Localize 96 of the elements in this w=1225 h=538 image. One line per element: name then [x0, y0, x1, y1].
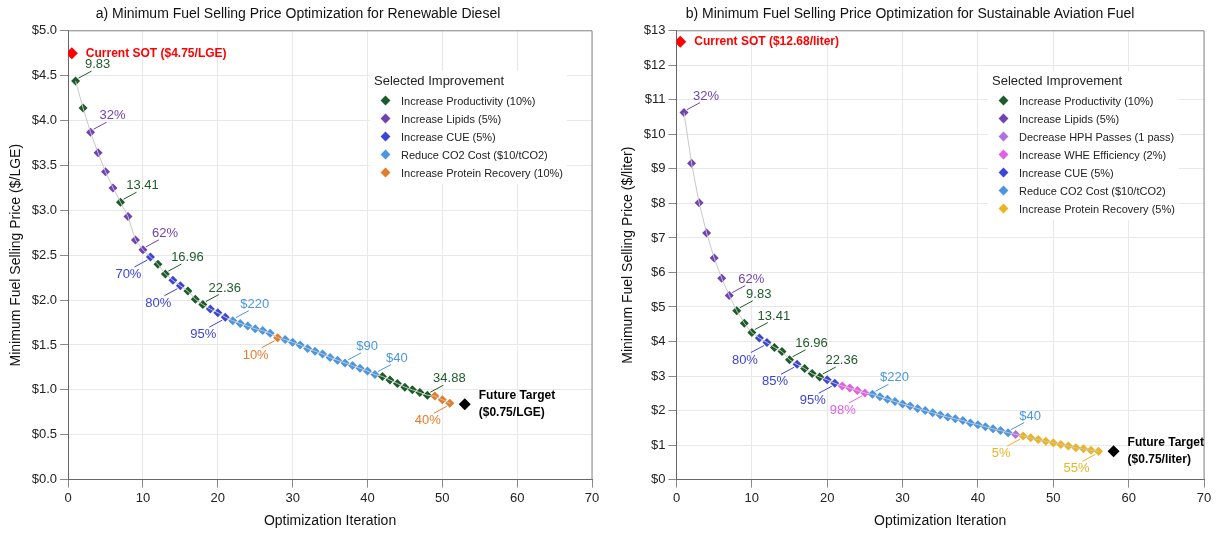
annotation: 85%	[762, 373, 789, 389]
annotation: Future Target ($0.75/liter)	[1127, 435, 1205, 467]
annotation: 40%	[414, 412, 442, 428]
annotation: 32%	[693, 87, 720, 103]
legend-label: Increase Productivity (10%)	[1019, 94, 1154, 107]
annotation: 70%	[115, 266, 142, 282]
y-tick-label: $2.5	[31, 246, 58, 262]
x-tick-label: 0	[672, 489, 681, 505]
y-tick-label: $4.5	[31, 67, 58, 83]
x-tick-label: 30	[285, 489, 300, 505]
y-tick-label: $0.5	[31, 426, 58, 442]
y-tick-label: $2.0	[31, 291, 58, 307]
legend-label: Increase Protein Recovery (5%)	[1019, 202, 1175, 215]
legend-label: Increase Protein Recovery (10%)	[401, 166, 564, 179]
legend-label: Increase Lipids (5%)	[1019, 112, 1120, 125]
y-tick-label: $12	[643, 56, 666, 72]
y-tick-label: $2	[651, 402, 666, 418]
annotation: 9.83	[746, 285, 772, 301]
y-tick-label: $3.5	[31, 157, 58, 173]
y-tick-label: $1	[651, 436, 666, 452]
y-tick-label: $1.5	[31, 336, 58, 352]
annotation: Future Target ($0.75/LGE)	[478, 388, 556, 420]
annotation: $220	[240, 295, 270, 311]
y-axis-title: Minimum Fuel Selling Price ($/liter)	[619, 146, 636, 364]
x-axis-title: Optimization Iteration	[263, 512, 397, 529]
y-tick-label: $4	[651, 333, 666, 349]
annotation: 16.96	[171, 249, 204, 265]
x-tick-label: 60	[1121, 489, 1136, 505]
annotation: 62%	[151, 224, 179, 240]
y-tick-label: $1.0	[31, 381, 58, 397]
annotation: 34.88	[433, 370, 466, 386]
x-tick-label: 70	[584, 489, 600, 505]
x-tick-label: 30	[895, 489, 910, 505]
annotation: 62%	[738, 270, 765, 286]
annotation: 5%	[991, 445, 1011, 461]
annotation: 98%	[829, 402, 857, 418]
chart-title: a) Minimum Fuel Selling Price Optimization for Renewable Diesel	[95, 5, 501, 22]
annotation: $220	[879, 369, 909, 385]
x-tick-label: 0	[64, 489, 72, 505]
annotation: 10%	[242, 346, 270, 362]
legend-label: Decrease HPH Passes (1 pass)	[1019, 130, 1175, 143]
annotation: 80%	[145, 294, 172, 310]
point	[1107, 445, 1120, 458]
y-tick-label: $10	[643, 125, 666, 141]
y-tick-label: $3	[651, 367, 666, 383]
x-tick-label: 70	[1196, 489, 1212, 505]
point	[68, 47, 78, 60]
legend-label: Increase Productivity (10%)	[401, 94, 536, 107]
y-tick-label: $4.0	[31, 112, 58, 128]
legend-title: Selected Improvement	[992, 72, 1124, 88]
legend-label: Increase CUE (5%)	[401, 130, 496, 143]
annotation: 22.36	[208, 279, 242, 295]
y-tick-label: $9	[651, 160, 666, 176]
annotation: 95%	[799, 392, 827, 408]
legend-title: Selected Improvement	[374, 72, 506, 88]
annotation: 55%	[1063, 460, 1090, 476]
x-tick-label: 50	[1046, 489, 1061, 505]
y-tick-label: $0.0	[31, 471, 58, 487]
x-tick-label: 10	[744, 489, 760, 505]
annotation: $40	[386, 349, 408, 365]
legend-label: Reduce CO2 Cost ($10/tCO2)	[401, 148, 548, 161]
x-tick-label: 40	[970, 489, 986, 505]
legend-label: Increase Lipids (5%)	[401, 112, 502, 125]
y-tick-label: $5	[651, 298, 666, 314]
y-axis-title: Minimum Fuel Selling Price ($/LGE)	[7, 143, 24, 367]
annotation: $40	[1019, 407, 1041, 423]
x-tick-label: 50	[435, 489, 450, 505]
y-tick-label: $7	[651, 229, 666, 245]
annotation: Current SOT ($12.68/liter)	[694, 34, 839, 49]
x-tick-label: 10	[135, 489, 151, 505]
x-tick-label: 20	[819, 489, 835, 505]
x-tick-label: 60	[509, 489, 525, 505]
x-axis-title: Optimization Iteration	[874, 512, 1007, 529]
legend-label: Reduce CO2 Cost ($10/tCO2)	[1019, 184, 1166, 197]
annotation: $90	[356, 337, 378, 353]
annotation: 16.96	[795, 334, 828, 350]
y-tick-label: $3.0	[31, 201, 58, 217]
y-tick-label: $6	[651, 264, 666, 280]
annotation: 80%	[731, 351, 759, 367]
y-tick-label: $5.0	[31, 22, 58, 38]
y-tick-label: $11	[644, 91, 666, 107]
point	[458, 398, 471, 411]
annotation: 13.41	[757, 307, 791, 323]
chart-title: b) Minimum Fuel Selling Price Optimization for Sustainable Aviation Fuel	[685, 5, 1135, 22]
annotation: 13.41	[126, 177, 159, 193]
point	[676, 35, 687, 48]
y-tick-label: $8	[651, 194, 666, 210]
legend-label: Increase CUE (5%)	[1019, 166, 1114, 179]
x-tick-label: 20	[210, 489, 226, 505]
annotation: 22.36	[825, 352, 858, 368]
legend-label: Increase WHE Efficiency (2%)	[1019, 148, 1167, 161]
x-tick-label: 40	[360, 489, 375, 505]
annotation: 95%	[190, 326, 217, 342]
y-tick-label: $13	[643, 22, 666, 38]
y-tick-label: $0	[651, 471, 666, 487]
annotation: 32%	[99, 107, 126, 123]
